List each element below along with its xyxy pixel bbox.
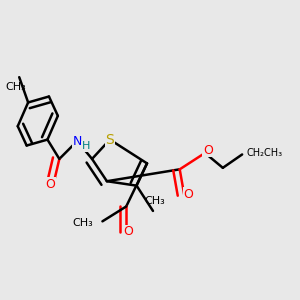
Text: O: O [123,225,133,238]
Text: CH₂CH₃: CH₂CH₃ [247,148,283,158]
Text: S: S [106,133,114,147]
Text: O: O [46,178,56,191]
Text: N: N [73,135,82,148]
Text: O: O [203,143,213,157]
Text: CH₃: CH₃ [73,218,94,228]
Text: H: H [82,141,90,152]
Text: O: O [184,188,194,201]
Text: CH₃: CH₃ [144,196,165,206]
Text: CH₃: CH₃ [6,82,27,92]
